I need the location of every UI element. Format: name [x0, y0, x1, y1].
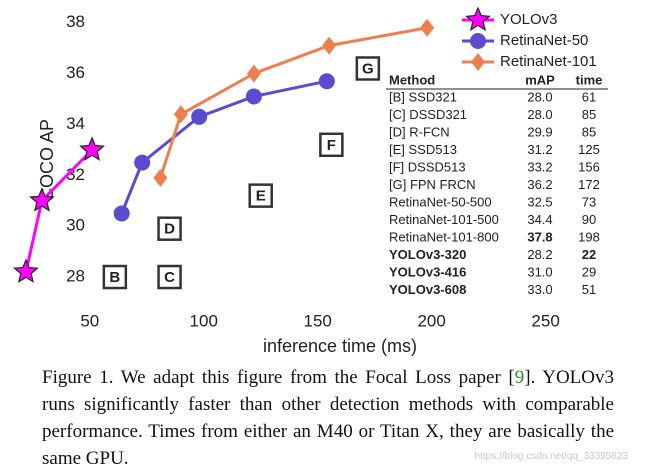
- marker: [153, 168, 168, 187]
- citation-link[interactable]: 9: [514, 367, 525, 388]
- table-cell: 61: [582, 89, 596, 104]
- table-cell: [G] FPN FRCN: [389, 177, 476, 192]
- legend-marker: [471, 53, 485, 71]
- table-cell: 31.0: [527, 264, 552, 279]
- annotation-box: [319, 132, 344, 158]
- table-cell: 85: [582, 107, 596, 122]
- annotation-label: D: [164, 221, 175, 238]
- annotation-box: [355, 56, 381, 81]
- x-tick-label: 150: [304, 311, 332, 330]
- marker: [322, 36, 337, 55]
- annotation-box: [157, 216, 182, 241]
- table-cell: 125: [578, 142, 600, 157]
- caption-text: ]. YOLOv3 runs significantly faster than…: [42, 367, 614, 469]
- legend-marker: [465, 6, 491, 31]
- table-cell: YOLOv3-320: [389, 247, 466, 262]
- table-cell: 29.9: [527, 124, 552, 139]
- y-tick-label: 36: [66, 63, 85, 82]
- table-cell: YOLOv3-416: [389, 264, 466, 279]
- marker: [191, 108, 208, 125]
- table-header: mAP: [525, 72, 555, 87]
- table-cell: 198: [578, 229, 600, 244]
- y-tick-label: 34: [66, 114, 85, 133]
- x-tick-label: 50: [80, 311, 99, 330]
- table-cell: 85: [582, 124, 596, 139]
- table-cell: [C] DSSD321: [389, 107, 467, 122]
- table-cell: [F] DSSD513: [389, 159, 466, 174]
- table-cell: 29: [582, 264, 596, 279]
- y-tick-label: 38: [66, 12, 85, 31]
- marker: [245, 88, 262, 105]
- chart: inference time (ms) COCO AP 50 100 150 200 2…: [13, 6, 608, 356]
- table-cell: 22: [582, 247, 596, 262]
- table-cell: 34.4: [527, 212, 552, 227]
- table-cell: 31.2: [527, 142, 552, 157]
- legend-label: RetinaNet-101: [500, 53, 597, 70]
- annotation-box: [102, 264, 128, 290]
- legend-marker: [470, 33, 486, 49]
- table-cell: 28.2: [527, 247, 552, 262]
- marker: [29, 187, 55, 212]
- legend-label: YOLOv3: [500, 11, 558, 28]
- annotation-label: G: [362, 60, 374, 77]
- table-header: Method: [389, 72, 435, 87]
- table-cell: 172: [578, 177, 600, 192]
- x-tick-label: 200: [417, 311, 445, 330]
- annotation-label: B: [109, 269, 120, 286]
- caption-text: Figure 1. We adapt this figure from the …: [42, 367, 515, 388]
- table-cell: 90: [582, 212, 596, 227]
- table-cell: [E] SSD513: [389, 142, 457, 157]
- marker: [113, 205, 130, 222]
- x-tick-label: 250: [531, 311, 559, 330]
- series-line: [159, 26, 428, 179]
- table-cell: 33.0: [527, 282, 552, 297]
- table-cell: 33.2: [527, 159, 552, 174]
- table-cell: 28.0: [527, 107, 552, 122]
- marker: [318, 73, 335, 90]
- annotation-label: C: [164, 269, 175, 286]
- legend-label: RetinaNet-50: [500, 32, 588, 49]
- table-cell: 37.8: [527, 229, 552, 244]
- table-cell: [D] R-FCN: [389, 124, 450, 139]
- table-cell: [B] SSD321: [389, 89, 457, 104]
- table-cell: 32.5: [527, 194, 552, 209]
- table-header: time: [576, 72, 603, 87]
- x-tick-label: 100: [190, 311, 218, 330]
- table-cell: RetinaNet-101-500: [389, 212, 499, 227]
- table-cell: YOLOv3-608: [389, 282, 466, 297]
- marker: [134, 154, 151, 171]
- x-axis-label: inference time (ms): [263, 336, 417, 356]
- table-cell: 28.0: [527, 89, 552, 104]
- marker: [246, 64, 261, 83]
- table-cell: 156: [578, 159, 600, 174]
- annotation-label: F: [327, 137, 336, 154]
- y-tick-label: 28: [66, 267, 85, 286]
- y-axis-label: COCO AP: [37, 119, 57, 201]
- marker: [173, 105, 188, 124]
- y-tick-label: 30: [66, 216, 85, 235]
- marker: [79, 136, 105, 161]
- table-cell: 51: [582, 282, 596, 297]
- watermark: https://blog.csdn.net/qq_33395823: [474, 451, 628, 462]
- caption: Figure 1. We adapt this figure from the …: [42, 364, 614, 472]
- annotation-box: [248, 183, 273, 208]
- table-cell: RetinaNet-50-500: [389, 194, 492, 209]
- marker: [13, 258, 39, 283]
- table-cell: 36.2: [527, 177, 552, 192]
- table-cell: RetinaNet-101-800: [389, 229, 499, 244]
- annotation-box: [157, 264, 182, 290]
- marker: [420, 18, 435, 37]
- series-line: [120, 79, 328, 215]
- table-cell: 73: [582, 194, 596, 209]
- annotation-label: E: [256, 188, 266, 205]
